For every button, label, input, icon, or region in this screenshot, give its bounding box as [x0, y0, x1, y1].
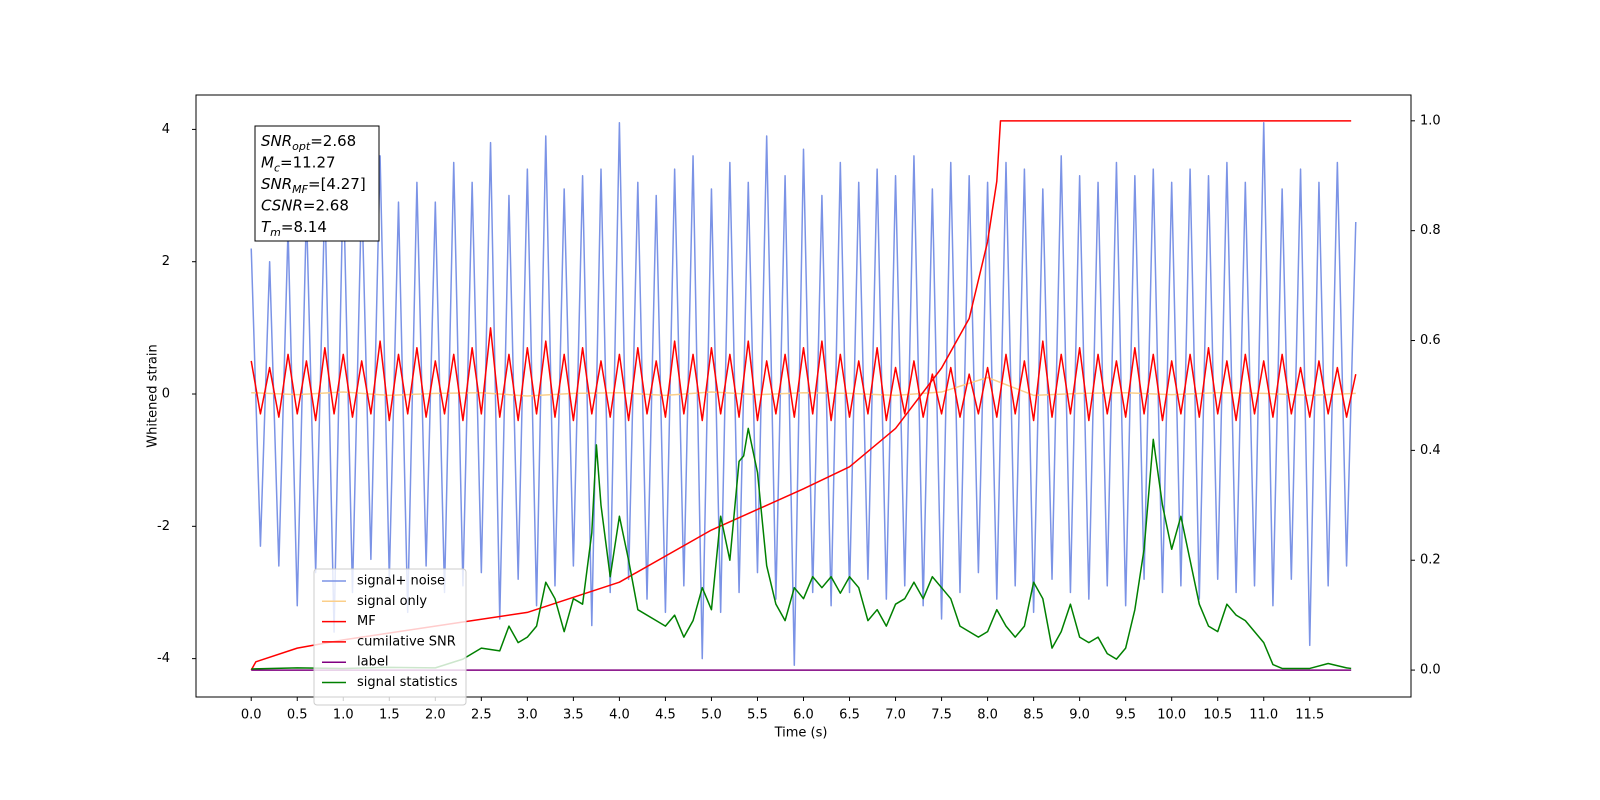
series-line — [250, 122, 1357, 666]
x-tick-label: 2.0 — [425, 708, 446, 723]
y-tick-label: 2 — [162, 254, 170, 269]
x-tick-label: 5.0 — [701, 708, 722, 723]
x-tick-label: 7.5 — [931, 708, 952, 723]
annotation-sub: m — [270, 226, 281, 239]
y2-tick-label: 0.4 — [1420, 443, 1441, 458]
x-tick-label: 11.0 — [1249, 708, 1278, 723]
y-tick-label: -4 — [157, 651, 170, 666]
x-axis-label: Time (s) — [774, 726, 828, 741]
x-tick-label: 9.5 — [1115, 708, 1136, 723]
x-tick-label: 0.5 — [287, 708, 308, 723]
annotation-sub: MF — [292, 183, 308, 196]
y2-tick-label: 0.6 — [1420, 333, 1441, 348]
x-tick-label: 6.5 — [839, 708, 860, 723]
annotation-name: SNR — [261, 132, 292, 150]
legend-box — [313, 568, 467, 706]
legend-label: signal only — [357, 594, 427, 609]
series-line — [251, 427, 1352, 670]
annotation-sub: c — [274, 162, 280, 175]
x-tick-label: 1.0 — [333, 708, 354, 723]
y2-tick-label: 0.2 — [1420, 553, 1441, 568]
x-tick-label: 8.0 — [977, 708, 998, 723]
x-tick-label: 11.5 — [1295, 708, 1324, 723]
series-line — [251, 376, 1356, 397]
annotation-name: T — [261, 218, 272, 236]
y2-tick-label: 0.0 — [1420, 663, 1441, 678]
x-tick-label: 9.0 — [1069, 708, 1090, 723]
y-tick-label: -2 — [157, 519, 170, 534]
legend-label: cumilative SNR — [357, 634, 456, 649]
annotation-value: =11.27 — [280, 154, 336, 172]
x-tick-label: 10.0 — [1157, 708, 1186, 723]
axes-frame — [195, 94, 1412, 698]
annotation-box — [254, 125, 380, 242]
x-tick-label: 10.5 — [1203, 708, 1232, 723]
x-tick-label: 4.5 — [655, 708, 676, 723]
annotation-value: =[4.27] — [308, 175, 366, 193]
series-line — [250, 327, 1357, 422]
annotation-sub: opt — [292, 140, 311, 153]
annotation-line: Mc=11.27 — [261, 154, 336, 175]
annotation-line: SNRMF=[4.27] — [261, 175, 366, 196]
annotation-value: =2.68 — [303, 197, 349, 215]
legend-label: label — [357, 655, 388, 670]
y2-tick-label: 1.0 — [1420, 113, 1441, 128]
x-tick-label: 0.0 — [241, 708, 262, 723]
x-tick-label: 4.0 — [609, 708, 630, 723]
annotation-line: CSNR=2.68 — [261, 197, 349, 215]
x-tick-label: 6.0 — [793, 708, 814, 723]
y-axis-label: Whitened strain — [146, 344, 161, 447]
x-tick-label: 3.5 — [563, 708, 584, 723]
y2-tick-label: 0.8 — [1420, 223, 1441, 238]
annotation-name: SNR — [261, 175, 292, 193]
x-tick-label: 5.5 — [747, 708, 768, 723]
legend-label: signal statistics — [357, 675, 458, 690]
annotation-line: Tm=8.14 — [261, 218, 327, 239]
legend-label: signal+ noise — [357, 574, 445, 589]
annotation-value: =8.14 — [281, 218, 327, 236]
x-tick-label: 8.5 — [1023, 708, 1044, 723]
annotation-name: CSNR — [261, 197, 303, 215]
x-tick-label: 2.5 — [471, 708, 492, 723]
annotation-name: M — [261, 154, 274, 172]
legend-label: MF — [357, 614, 376, 629]
annotation-value: =2.68 — [310, 132, 356, 150]
annotation-line: SNRopt=2.68 — [261, 132, 356, 153]
y-tick-label: 4 — [162, 122, 170, 137]
y-tick-label: 0 — [162, 387, 170, 402]
x-tick-label: 3.0 — [517, 708, 538, 723]
x-tick-label: 1.5 — [379, 708, 400, 723]
x-tick-label: 7.0 — [885, 708, 906, 723]
